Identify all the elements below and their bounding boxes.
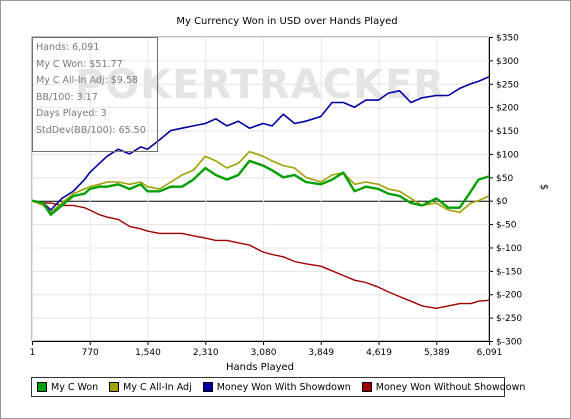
legend-swatch-without-showdown: [361, 382, 372, 392]
watermark-logo: POKERTRACKER: [75, 62, 445, 108]
legend-swatch-with-showdown: [202, 382, 213, 392]
legend-item-without-showdown: Money Won Without Showdown: [361, 381, 526, 393]
series-line-all-in-adj: [31, 150, 490, 214]
series-line-my-c-won: [31, 159, 490, 216]
stat-all-in-adj: My C All-In Adj: $9.58: [36, 75, 138, 87]
x-tick-label: 1: [30, 348, 36, 358]
y-tick-label: $-50: [496, 221, 517, 231]
x-axis-label: Hands Played: [226, 362, 294, 373]
y-tick-label: $150: [496, 127, 519, 137]
y-tick-label: $300: [496, 57, 519, 67]
legend-label-with-showdown: Money Won With Showdown: [216, 381, 351, 393]
stat-my-c-won: My C Won: $51.77: [36, 58, 123, 70]
legend-swatch-my-c-won: [37, 382, 47, 392]
x-tick-label: 4,619: [366, 348, 392, 358]
series-line-with-showdown: [31, 76, 490, 211]
legend-item-with-showdown: Money Won With Showdown: [202, 381, 351, 393]
series-layer: [31, 76, 490, 309]
series-line-without-showdown: [31, 200, 490, 309]
axes: $-300 $-250 $-200 $-150 $-100 $-50 $0 $50 $100 $1…: [30, 34, 523, 359]
legend-swatch-all-in-adj: [109, 382, 120, 392]
x-tick-label: 1,540: [135, 348, 161, 358]
y-tick-label: $50: [496, 174, 513, 184]
y-tick-label: $350: [496, 34, 519, 44]
stat-stddev: StdDev(BB/100): 65.50: [36, 124, 146, 136]
x-tick-label: 6,091: [477, 348, 503, 358]
legend: My C Won My C All-In Adj Money Won With …: [31, 377, 525, 397]
x-tick-label: 3,080: [251, 348, 277, 358]
y-tick-label: $200: [496, 104, 519, 114]
y-axis-label: $: [538, 184, 549, 190]
legend-item-all-in-adj: My C All-In Adj: [109, 382, 192, 393]
x-tick-label: 2,310: [193, 348, 219, 358]
y-tick-label: $250: [496, 80, 519, 90]
y-tick-label: $-150: [496, 267, 522, 277]
x-tick-label: 770: [82, 348, 99, 358]
y-tick-label: $-300: [496, 338, 522, 348]
stats-box: Hands: 6,091 My C Won: $51.77 My C All-I…: [32, 37, 158, 152]
x-tick-label: 5,389: [424, 348, 450, 358]
y-tick-label: $-100: [496, 244, 522, 254]
y-tick-label: $-250: [496, 314, 522, 324]
legend-label-my-c-won: My C Won: [51, 381, 99, 393]
y-tick-label: $0: [496, 197, 508, 207]
y-tick-label: $100: [496, 150, 519, 160]
stat-bb-100: BB/100: 3.17: [36, 91, 98, 103]
legend-label-without-showdown: Money Won Without Showdown: [375, 381, 526, 393]
legend-label-all-in-adj: My C All-In Adj: [123, 381, 192, 393]
stat-hands: Hands: 6,091: [36, 42, 100, 53]
x-tick-label: 3,849: [308, 348, 334, 358]
legend-item-my-c-won: My C Won: [37, 382, 98, 393]
stat-days-played: Days Played: 3: [36, 108, 107, 120]
chart-title: My Currency Won in USD over Hands Played: [176, 16, 397, 27]
y-tick-label: $-200: [496, 291, 522, 301]
